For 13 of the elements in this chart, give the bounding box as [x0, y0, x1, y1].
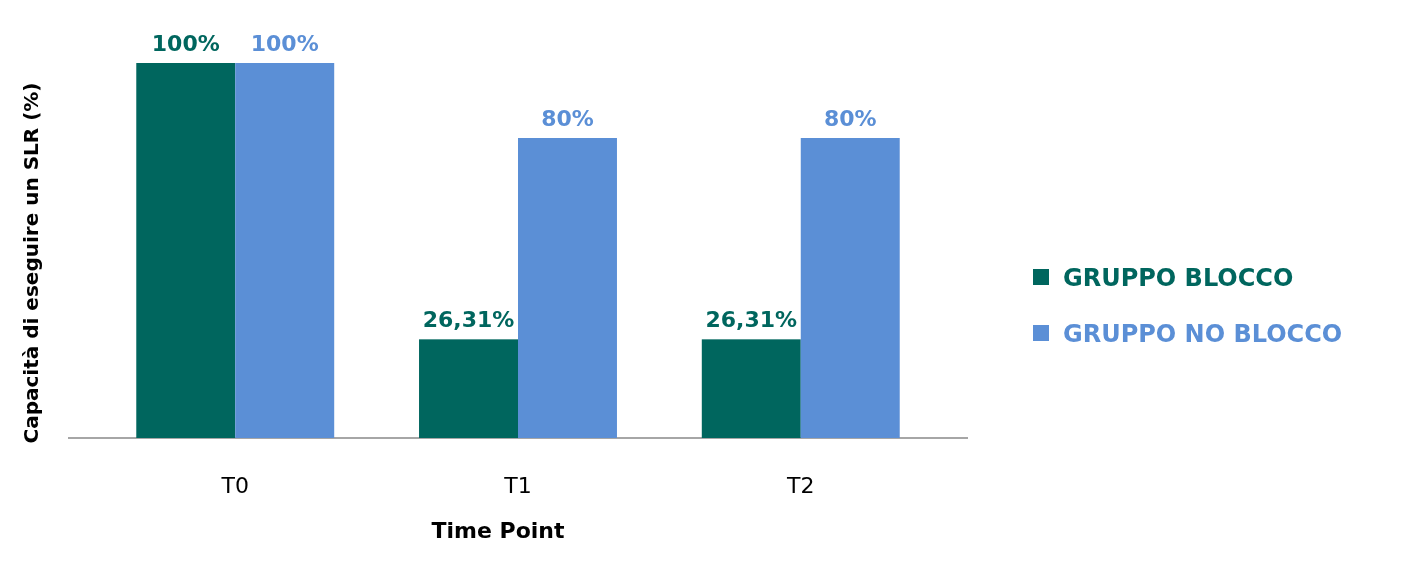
data-label: 100%: [250, 31, 319, 56]
data-label: 26,31%: [422, 307, 515, 333]
data-label: 80%: [823, 106, 877, 131]
x-tick-label: T1: [503, 473, 532, 498]
x-axis-title: Time Point: [431, 518, 565, 543]
legend-label: GRUPPO NO BLOCCO: [1063, 320, 1343, 348]
x-tick-label: T2: [786, 473, 815, 498]
x-tick-label: T0: [220, 473, 249, 498]
data-label: 26,31%: [705, 307, 798, 333]
data-label: 100%: [151, 31, 220, 56]
y-axis-title: Capacità di eseguire un SLR (%): [19, 82, 43, 444]
legend-label: GRUPPO BLOCCO: [1063, 264, 1294, 292]
data-label: 80%: [541, 106, 594, 131]
